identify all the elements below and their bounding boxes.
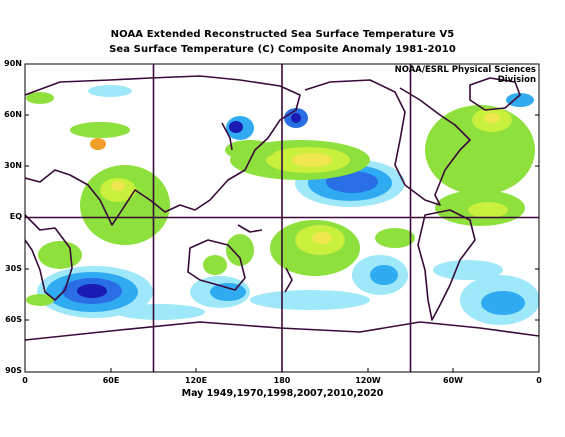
x-tick-0-right: 0 — [536, 376, 542, 385]
y-tick-60n: 60N — [4, 110, 22, 119]
x-tick-60w: 60W — [443, 376, 463, 385]
x-tick-120e: 120E — [184, 376, 208, 385]
axis-ticks — [25, 114, 539, 372]
data-credit: NOAA/ESRL Physical Sciences Division — [394, 65, 536, 85]
map-subtitle: Sea Surface Temperature (C) Composite An… — [109, 44, 456, 55]
composite-years-label: May 1949,1970,1998,2007,2010,2020 — [181, 388, 384, 399]
x-tick-0-left: 0 — [22, 376, 28, 385]
anomaly-shading — [25, 75, 539, 341]
y-tick-eq: EQ — [9, 212, 22, 221]
coastlines — [25, 75, 539, 341]
grid-lines — [25, 64, 539, 372]
map-frame — [24, 63, 540, 373]
x-tick-180: 180 — [273, 376, 291, 385]
y-tick-90s: 90S — [5, 366, 22, 375]
y-tick-30s: 30S — [5, 264, 22, 273]
map-title: NOAA Extended Reconstructed Sea Surface … — [110, 29, 455, 40]
y-tick-90n: 90N — [4, 59, 22, 68]
y-tick-30n: 30N — [4, 161, 22, 170]
y-tick-60s: 60S — [5, 315, 22, 324]
x-tick-60e: 60E — [102, 376, 120, 385]
x-tick-120w: 120W — [355, 376, 381, 385]
